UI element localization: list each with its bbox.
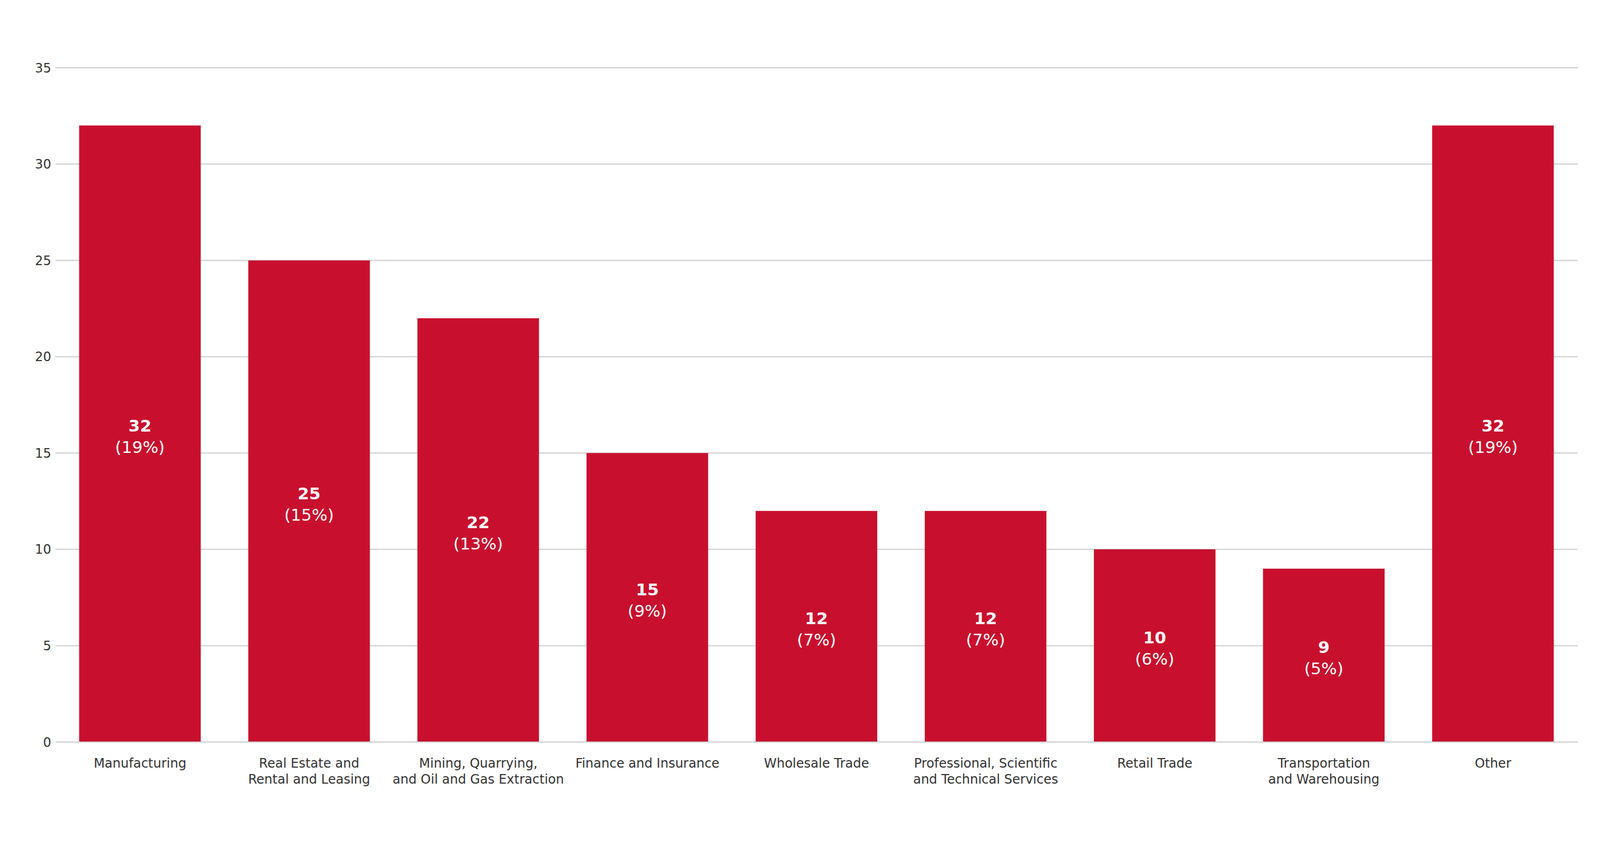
svg-text:Transportationand Warehousing: Transportationand Warehousing [1268, 755, 1380, 787]
svg-text:10(6%): 10(6%) [1134, 627, 1174, 669]
svg-text:Retail Trade: Retail Trade [1117, 755, 1193, 771]
svg-text:32(19%): 32(19%) [115, 416, 165, 457]
svg-text:9(5%): 9(5%) [1304, 637, 1343, 678]
svg-text:Other: Other [1474, 755, 1511, 771]
svg-text:Mining, Quarrying,and Oil and: Mining, Quarrying,and Oil and Gas Extrac… [392, 755, 564, 787]
svg-text:35: 35 [34, 60, 52, 76]
svg-text:20: 20 [34, 349, 52, 365]
svg-text:25: 25 [34, 253, 52, 269]
svg-text:32(19%): 32(19%) [1468, 416, 1518, 457]
svg-text:Wholesale Trade: Wholesale Trade [763, 755, 869, 771]
svg-text:25(15%): 25(15%) [284, 483, 334, 525]
svg-text:Real Estate andRental and Leas: Real Estate andRental and Leasing [248, 755, 371, 787]
svg-text:30: 30 [34, 156, 52, 172]
svg-text:12(7%): 12(7%) [965, 608, 1005, 650]
svg-text:Finance and Insurance: Finance and Insurance [575, 755, 720, 771]
svg-text:12(7%): 12(7%) [796, 608, 836, 650]
svg-text:15: 15 [34, 445, 52, 461]
svg-text:15(9%): 15(9%) [627, 579, 667, 621]
svg-text:22(13%): 22(13%) [453, 512, 503, 554]
svg-text:10: 10 [34, 541, 52, 557]
svg-text:0: 0 [43, 734, 52, 750]
svg-text:5: 5 [43, 638, 52, 654]
svg-text:Professional, Scientificand Te: Professional, Scientificand Technical Se… [913, 755, 1059, 787]
svg-text:Manufacturing: Manufacturing [93, 755, 187, 771]
